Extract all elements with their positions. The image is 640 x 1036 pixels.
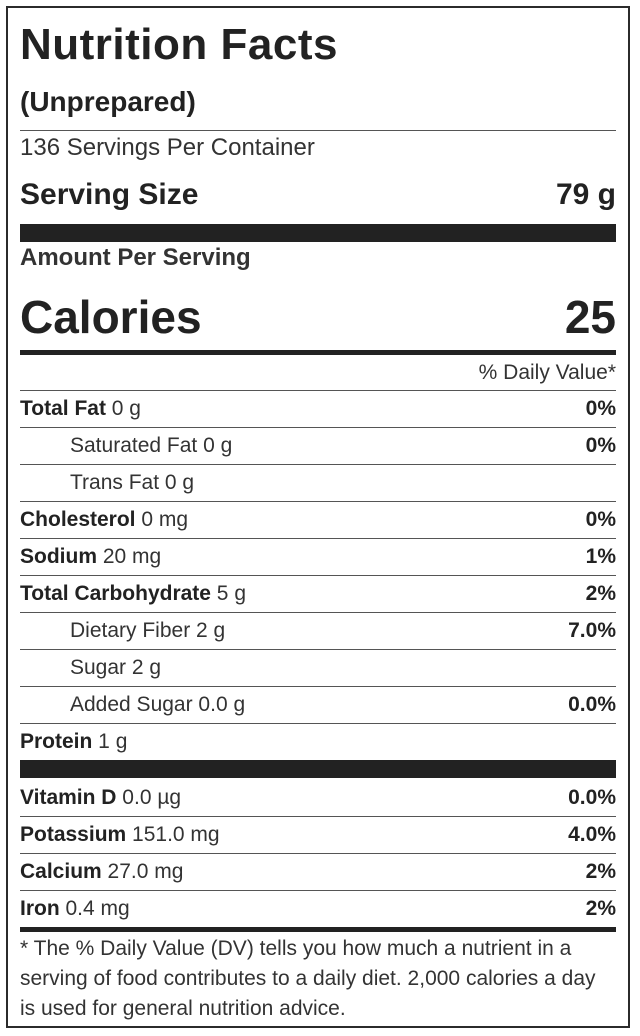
thick-divider: [20, 760, 616, 778]
vitamin-dv: 0.0%: [568, 786, 616, 809]
serving-size-label: Serving Size: [20, 178, 199, 211]
calories-label: Calories: [20, 291, 202, 343]
nutrient-row-cholesterol: Cholesterol 0 mg 0%: [20, 502, 616, 538]
nutrient-dv: 0%: [585, 397, 616, 420]
divider: [20, 890, 616, 891]
servings-per-container: 136 Servings Per Container: [20, 134, 315, 161]
thick-divider: [20, 224, 616, 242]
nutrient-row-added-sugar: Added Sugar 0.0 g 0.0%: [20, 687, 616, 723]
nutrient-name: Cholesterol 0 mg: [20, 508, 189, 531]
divider: [20, 501, 616, 502]
nutrient-row-dietary-fiber: Dietary Fiber 2 g 7.0%: [20, 613, 616, 649]
label-title: Nutrition Facts: [20, 20, 338, 69]
vitamin-row-potassium: Potassium 151.0 mg 4.0%: [20, 817, 616, 853]
calories-value: 25: [564, 291, 616, 343]
divider: [20, 853, 616, 854]
divider: [20, 612, 616, 613]
vitamin-name: Calcium 27.0 mg: [20, 860, 184, 883]
daily-value-footnote: * The % Daily Value (DV) tells you how m…: [20, 937, 596, 1020]
nutrient-dv: 0%: [585, 508, 616, 531]
vitamin-row-calcium: Calcium 27.0 mg 2%: [20, 854, 616, 890]
nutrient-name: Total Fat 0 g: [20, 397, 141, 420]
nutrition-facts-label: Nutrition Facts (Unprepared) 136 Serving…: [6, 6, 630, 1028]
amount-per-serving: Amount Per Serving: [20, 244, 251, 271]
vitamin-dv: 2%: [585, 897, 616, 920]
nutrient-row-protein: Protein 1 g: [20, 724, 616, 760]
vitamin-dv: 4.0%: [568, 823, 616, 846]
divider: [20, 575, 616, 576]
divider: [20, 390, 616, 391]
serving-size-row: Serving Size 79 g: [20, 178, 616, 212]
vitamin-dv: 2%: [585, 860, 616, 883]
daily-value-header: % Daily Value*: [478, 361, 616, 384]
nutrient-name: Trans Fat 0 g: [70, 471, 195, 494]
nutrient-dv: 2%: [585, 582, 616, 605]
divider: [20, 723, 616, 724]
divider: [20, 464, 616, 465]
medium-divider: [20, 927, 616, 932]
vitamin-name: Potassium 151.0 mg: [20, 823, 220, 846]
nutrient-row-saturated-fat: Saturated Fat 0 g 0%: [20, 428, 616, 464]
nutrient-name: Sugar 2 g: [70, 656, 162, 679]
serving-size-value: 79 g: [555, 178, 616, 211]
calories-row: Calories 25: [20, 290, 616, 344]
vitamin-name: Vitamin D 0.0 µg: [20, 786, 182, 809]
divider: [20, 538, 616, 539]
nutrient-row-trans-fat: Trans Fat 0 g: [20, 465, 616, 501]
nutrient-name: Sodium 20 mg: [20, 545, 162, 568]
divider: [20, 686, 616, 687]
divider: [20, 130, 616, 131]
nutrient-dv: 7.0%: [568, 619, 616, 642]
medium-divider: [20, 350, 616, 355]
nutrient-dv: 1%: [585, 545, 616, 568]
nutrient-name: Protein 1 g: [20, 730, 128, 753]
nutrient-dv: 0.0%: [568, 693, 616, 716]
vitamin-name: Iron 0.4 mg: [20, 897, 130, 920]
nutrient-name: Dietary Fiber 2 g: [70, 619, 226, 642]
divider: [20, 649, 616, 650]
nutrient-row-sugar: Sugar 2 g: [20, 650, 616, 686]
vitamin-row-iron: Iron 0.4 mg 2%: [20, 891, 616, 927]
vitamin-row-vitamin-d: Vitamin D 0.0 µg 0.0%: [20, 780, 616, 816]
divider: [20, 427, 616, 428]
label-subtitle: (Unprepared): [20, 86, 196, 117]
nutrient-row-sodium: Sodium 20 mg 1%: [20, 539, 616, 575]
nutrient-row-total-carbohydrate: Total Carbohydrate 5 g 2%: [20, 576, 616, 612]
nutrient-name: Total Carbohydrate 5 g: [20, 582, 246, 605]
nutrient-name: Saturated Fat 0 g: [70, 434, 233, 457]
nutrient-name: Added Sugar 0.0 g: [70, 693, 246, 716]
nutrient-row-total-fat: Total Fat 0 g 0%: [20, 391, 616, 427]
divider: [20, 816, 616, 817]
nutrient-dv: 0%: [585, 434, 616, 457]
